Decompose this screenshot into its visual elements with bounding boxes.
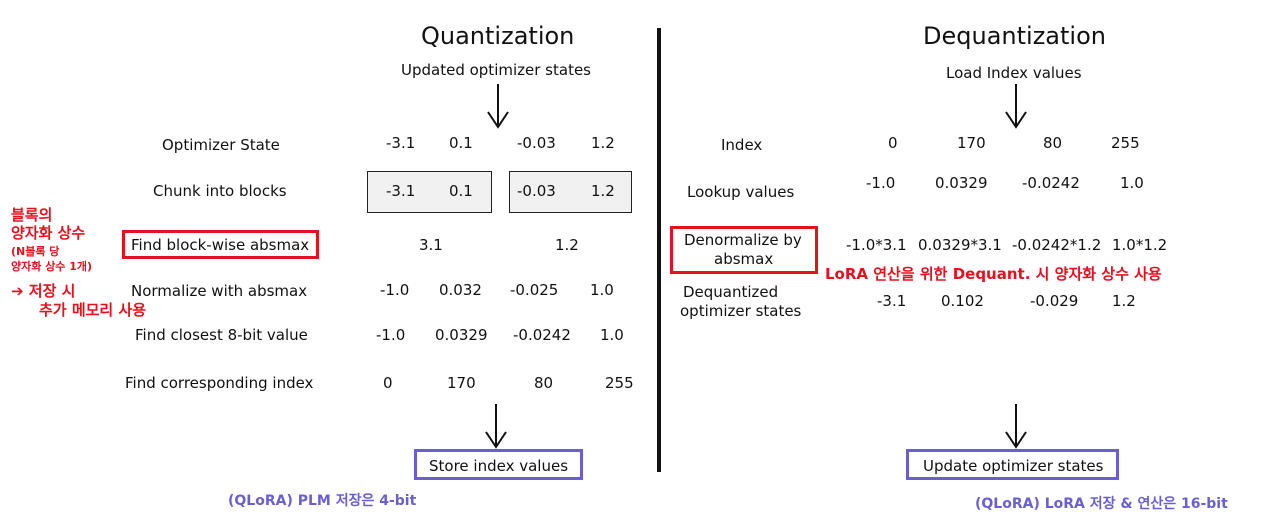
value-cell: -0.0242	[513, 326, 571, 344]
row-label-lookup: Lookup values	[687, 183, 795, 201]
denormalize-highlight-box	[670, 226, 818, 274]
value-cell: 0.1	[449, 134, 473, 152]
row-label-index: Index	[721, 136, 763, 154]
row-label-closest: Find closest 8-bit value	[135, 326, 308, 344]
row-label-absmax: Find block-wise absmax	[131, 236, 310, 254]
annotation-line1: 블록의	[11, 206, 53, 224]
value-cell: 0.1	[449, 182, 473, 200]
row-label-denormalize-2: absmax	[714, 250, 774, 268]
value-cell: 0.0329*3.1	[918, 236, 1002, 254]
quantization-title: Quantization	[421, 22, 575, 50]
down-arrow-icon	[1005, 84, 1027, 129]
value-cell: -1.0	[380, 281, 410, 299]
value-cell: -0.025	[510, 281, 559, 299]
down-arrow-icon	[487, 84, 509, 129]
annotation-line2: 양자화 상수	[11, 224, 86, 242]
store-index-label: Store index values	[429, 457, 569, 475]
value-cell: 0.0329	[935, 174, 988, 192]
dequantization-title: Dequantization	[923, 22, 1106, 50]
value-cell: 80	[534, 374, 554, 392]
annotation-line3: (N블록 당	[11, 245, 60, 258]
value-cell: -0.0242*1.2	[1012, 236, 1102, 254]
value-cell: 0.032	[439, 281, 482, 299]
row-label-denormalize: Denormalize by	[684, 231, 802, 249]
value-cell: -3.1	[386, 134, 416, 152]
row-label-chunk: Chunk into blocks	[153, 182, 287, 200]
update-optimizer-label: Update optimizer states	[923, 457, 1104, 475]
value-cell: 1.2	[591, 134, 615, 152]
section-divider	[657, 28, 661, 472]
value-cell: -1.0	[866, 174, 896, 192]
value-cell: 0	[888, 134, 898, 152]
annotation-line6: 추가 메모리 사용	[39, 301, 147, 319]
quantization-subtitle: Updated optimizer states	[401, 61, 591, 79]
annotation-line5: ➔ 저장 시	[11, 282, 76, 300]
absmax-highlight-box	[122, 230, 319, 259]
row-label-dequantized-2: optimizer states	[680, 302, 802, 320]
dequant-red-note: LoRA 연산을 위한 Dequant. 시 양자화 상수 사용	[825, 265, 1162, 283]
value-cell: 1.0	[600, 326, 624, 344]
value-cell: -0.03	[517, 134, 556, 152]
value-cell: 170	[447, 374, 476, 392]
value-cell: -1.0*3.1	[846, 236, 907, 254]
value-cell: -1.0	[376, 326, 406, 344]
value-cell: 1.2	[591, 182, 615, 200]
value-cell: -0.03	[517, 182, 556, 200]
row-label-index: Find corresponding index	[125, 374, 314, 392]
lora-storage-note: (QLoRA) LoRA 저장 & 연산은 16-bit	[975, 496, 1228, 512]
down-arrow-icon	[485, 404, 507, 449]
value-cell: 1.0	[1120, 174, 1144, 192]
dequantization-subtitle: Load Index values	[946, 64, 1082, 82]
value-cell: -0.029	[1030, 292, 1079, 310]
down-arrow-icon	[1005, 404, 1027, 449]
value-cell: 0.102	[941, 292, 984, 310]
value-cell: 80	[1043, 134, 1063, 152]
block-chunk-1	[367, 171, 492, 213]
value-cell: 1.2	[555, 236, 579, 254]
value-cell: -3.1	[386, 182, 416, 200]
annotation-line4: 양자화 상수 1개)	[11, 260, 93, 273]
row-label-dequantized: Dequantized	[683, 283, 779, 301]
row-label-normalize: Normalize with absmax	[131, 282, 308, 300]
plm-storage-note: (QLoRA) PLM 저장은 4-bit	[228, 493, 417, 509]
store-index-box: Store index values	[414, 449, 583, 480]
block-chunk-2	[509, 171, 632, 213]
value-cell: 1.0	[590, 281, 614, 299]
update-optimizer-box: Update optimizer states	[906, 449, 1119, 480]
value-cell: 0	[383, 374, 393, 392]
value-cell: -0.0242	[1022, 174, 1080, 192]
value-cell: -3.1	[877, 292, 907, 310]
value-cell: 1.0*1.2	[1112, 236, 1168, 254]
value-cell: 255	[605, 374, 634, 392]
value-cell: 255	[1111, 134, 1140, 152]
value-cell: 3.1	[419, 236, 443, 254]
value-cell: 1.2	[1112, 292, 1136, 310]
row-label-optimizer-state: Optimizer State	[162, 136, 280, 154]
value-cell: 170	[957, 134, 986, 152]
value-cell: 0.0329	[435, 326, 488, 344]
